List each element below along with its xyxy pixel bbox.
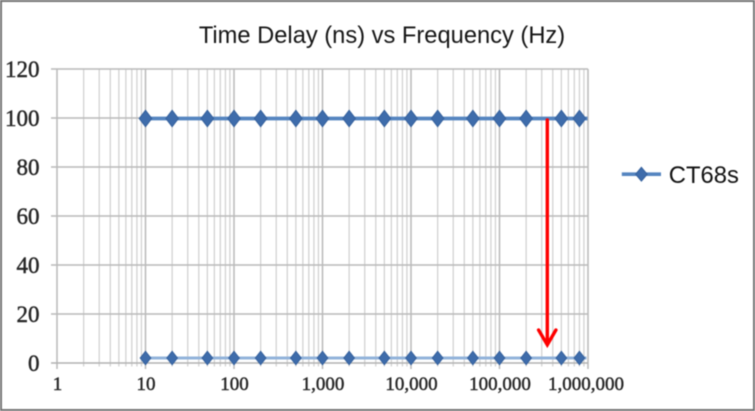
svg-text:100: 100 bbox=[220, 374, 249, 395]
svg-text:1,000,000: 1,000,000 bbox=[548, 374, 624, 395]
svg-text:100,000: 100,000 bbox=[469, 374, 531, 395]
svg-text:1: 1 bbox=[53, 374, 63, 395]
svg-text:120: 120 bbox=[5, 57, 40, 82]
svg-text:0: 0 bbox=[28, 351, 40, 376]
svg-text:1,000: 1,000 bbox=[302, 374, 345, 395]
svg-text:80: 80 bbox=[17, 155, 40, 180]
svg-text:40: 40 bbox=[17, 253, 40, 278]
svg-text:20: 20 bbox=[17, 302, 40, 327]
svg-text:CT68s: CT68s bbox=[669, 162, 739, 189]
svg-text:10,000: 10,000 bbox=[385, 374, 437, 395]
svg-text:10: 10 bbox=[137, 374, 156, 395]
svg-text:60: 60 bbox=[17, 204, 40, 229]
svg-text:100: 100 bbox=[5, 106, 40, 131]
svg-text:Time Delay (ns) vs Frequency (: Time Delay (ns) vs Frequency (Hz) bbox=[199, 23, 565, 49]
